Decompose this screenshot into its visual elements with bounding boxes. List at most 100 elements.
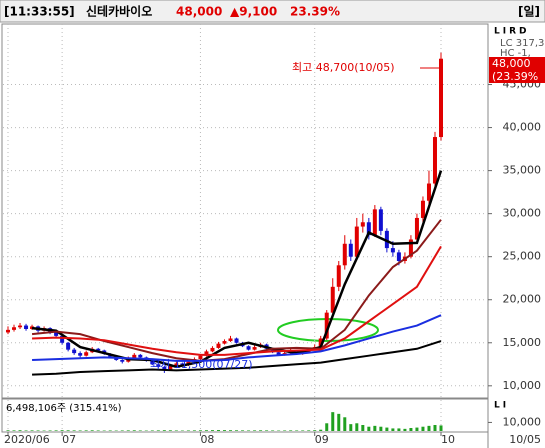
volume-bar [379,426,383,431]
volume-bar [319,429,323,431]
volume-bar [229,430,233,431]
candle-body [439,58,443,138]
candle-body [6,329,10,333]
volume-bar [331,412,335,431]
candle-body [30,326,35,329]
candle-body [12,327,17,330]
panel-label: LIRD [494,27,529,37]
change: ▲9,100 [230,5,277,19]
candle-body [366,222,371,236]
candle-body [66,342,71,350]
candle-body [336,265,341,287]
volume-bar [409,428,413,431]
candle-body [420,200,425,218]
candle-body [342,243,347,266]
volume-bar [24,430,28,431]
volume-bar [36,430,40,431]
volume-label: 6,498,106주 (315.41%) [6,403,122,414]
y-tick-label: 15,000 [503,336,542,349]
volume-bar [301,430,305,431]
y-tick-label: 30,000 [503,207,542,220]
volume-bar [12,430,16,431]
candle-body [234,338,239,343]
volume-bar [265,430,269,431]
x-tick-label: 2020/06 [4,433,50,446]
candle-body [330,286,335,313]
volume-bar [72,430,76,431]
volume-bar [433,425,437,431]
candle-body [198,355,203,360]
last-date: 10/05 [509,433,541,446]
volume-bar [150,430,154,431]
candle-body [372,209,377,236]
x-tick-label: 07 [62,433,76,446]
annotation-high: 최고 48,700(10/05) [292,61,395,74]
candle-body [252,347,257,350]
volume-bar [162,430,166,431]
volume-bar [90,430,94,431]
price: 48,000 [176,5,222,19]
volume-bar [253,430,257,431]
volume-bar [241,430,245,431]
period[interactable]: [일] [518,5,540,19]
candle-body [216,343,221,348]
volume-bar [355,423,359,431]
volume-bar [397,428,401,431]
candle-body [432,137,437,184]
candle-body [324,312,329,339]
volume-bar [235,430,239,431]
candle-body [18,325,23,328]
ma-line [32,340,442,376]
x-tick-label: 08 [200,433,214,446]
candle-body [84,352,89,356]
volume-bar [54,430,58,431]
volume-bar [337,413,341,431]
volume-bar [427,425,431,431]
volume-tick-label: 10,000 [503,415,542,428]
candle-body [96,348,101,351]
candle-body [210,347,215,352]
candle-body [180,363,185,366]
volume-bar [174,430,178,431]
candle-body [138,354,143,358]
candle-body [120,359,125,362]
volume-bar [48,430,52,431]
volume-bar [96,430,100,431]
volume-bar [60,430,64,431]
volume-bar [283,430,287,431]
volume-bar [198,430,202,431]
volume-bar [132,430,136,431]
volume-bar [385,427,389,431]
volume-bar [216,430,220,431]
volume-bar [18,430,22,431]
volume-bar [210,430,214,431]
volume-bar [108,430,112,431]
y-tick-label: 10,000 [503,379,542,392]
candle-body [378,209,383,231]
candle-body [360,222,365,227]
candle-body [228,338,233,342]
volume-bar [247,430,251,431]
volume-bar [313,430,317,431]
candle-body [60,335,65,343]
change-tag: (23.39% [492,70,538,83]
volume-bar [307,430,311,431]
volume-bar [415,427,419,431]
volume-bar [271,430,275,431]
volume-panel-label: LI [494,401,509,411]
candle-body [222,341,227,344]
volume-bar [192,430,196,431]
volume-bar [295,430,299,431]
ma-line [32,314,442,362]
candle-body [24,325,29,329]
candle-body [318,338,323,348]
volume-bar [66,430,70,431]
candle-body [426,183,431,201]
volume-bar [126,430,130,431]
volume-bar [391,428,395,431]
candle-body [396,252,401,261]
candle-body [174,363,179,367]
ma-line [31,170,443,369]
volume-bar [223,430,226,431]
